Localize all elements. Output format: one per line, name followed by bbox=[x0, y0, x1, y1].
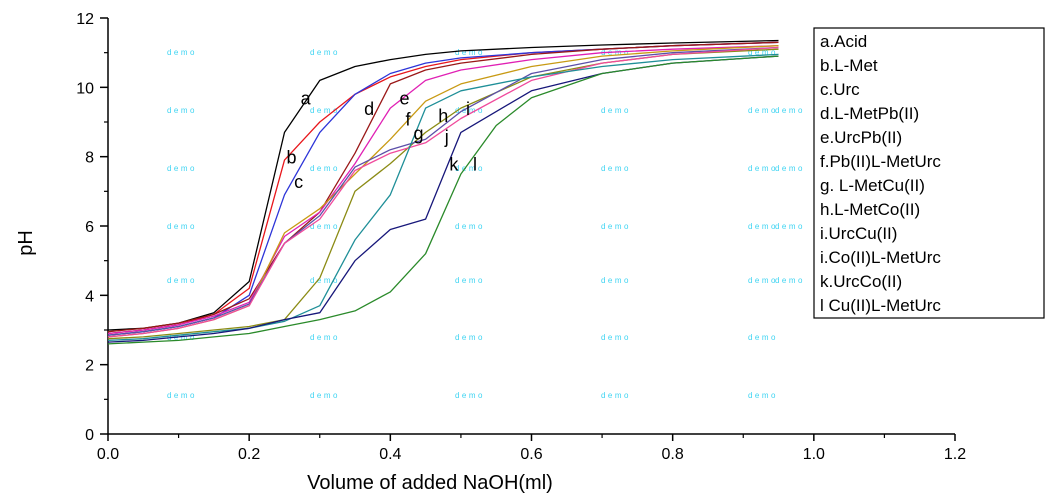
watermark-text: demo bbox=[167, 276, 197, 285]
curve-label-h: h bbox=[438, 106, 448, 126]
watermark-text: demo bbox=[748, 391, 778, 400]
watermark-text: demo bbox=[601, 106, 631, 115]
curve-label-k: k bbox=[449, 155, 459, 175]
watermark-text: demo bbox=[601, 333, 631, 342]
watermark-text: demo bbox=[310, 391, 340, 400]
watermark-text: demo bbox=[775, 276, 805, 285]
watermark-text: demo bbox=[310, 276, 340, 285]
curve-h bbox=[107, 46, 779, 336]
axes: 0.0 0.2 0.4 0.6 0.8 1.0 1.2 0 2 4 6 8 10 12 bbox=[76, 11, 966, 463]
curve-label-i: i bbox=[466, 99, 470, 119]
y-axis-label: pH bbox=[15, 230, 37, 256]
curve-l bbox=[107, 55, 779, 345]
watermark-text: demo bbox=[601, 391, 631, 400]
curve-b bbox=[107, 41, 779, 335]
curve-g bbox=[107, 48, 779, 340]
legend-box bbox=[813, 27, 1045, 319]
x-tick-label: 0.6 bbox=[520, 446, 542, 463]
x-tick-label: 1.2 bbox=[944, 446, 966, 463]
watermark-text: demo bbox=[748, 222, 778, 231]
watermark-text: demo bbox=[167, 48, 197, 57]
legend-entry: e.UrcPb(II) bbox=[820, 128, 902, 147]
x-axis-label: Volume of added NaOH(ml) bbox=[307, 472, 553, 494]
watermark-text: demo bbox=[167, 222, 197, 231]
watermark-text: demo bbox=[167, 106, 197, 115]
watermark-text: demo bbox=[310, 164, 340, 173]
watermark-text: demo bbox=[167, 391, 197, 400]
curve-c bbox=[107, 41, 779, 336]
watermark-text: demo bbox=[167, 333, 197, 342]
curve-label-j: j bbox=[444, 127, 449, 147]
curve-label-g: g bbox=[414, 123, 424, 143]
legend-entry: d.L-MetPb(II) bbox=[820, 104, 919, 123]
curve-k bbox=[107, 55, 779, 343]
curve-label-e: e bbox=[399, 89, 409, 109]
legend-entry: c.Urc bbox=[820, 80, 860, 99]
y-tick-label: 2 bbox=[85, 358, 94, 375]
y-tick-label: 10 bbox=[76, 80, 94, 97]
x-tick-label: 0.0 bbox=[97, 446, 119, 463]
watermark-text: demo bbox=[748, 276, 778, 285]
watermark-text: demo bbox=[601, 164, 631, 173]
legend-entry: l Cu(II)L-MetUrc bbox=[820, 296, 941, 315]
y-tick-label: 6 bbox=[85, 219, 94, 236]
watermark-text: demo bbox=[775, 164, 805, 173]
curve-j bbox=[107, 53, 779, 342]
curve-label-d: d bbox=[364, 99, 374, 119]
watermark-text: demo bbox=[455, 222, 485, 231]
watermark-text: demo bbox=[775, 106, 805, 115]
curve-i bbox=[107, 46, 779, 338]
watermark-text: demo bbox=[455, 333, 485, 342]
watermark-text: demo bbox=[310, 106, 340, 115]
legend-entry: a.Acid bbox=[820, 32, 867, 51]
watermark-text: demo bbox=[601, 276, 631, 285]
watermark-text: demo bbox=[455, 391, 485, 400]
curves bbox=[107, 39, 779, 345]
curve-e bbox=[107, 45, 779, 335]
watermark-text: demo bbox=[167, 164, 197, 173]
legend: a.Acid b.L-Met c.Urc d.L-MetPb(II) e.UrcPb(I… bbox=[813, 27, 1045, 319]
watermark-text: demo bbox=[748, 333, 778, 342]
watermark-text: demo bbox=[775, 222, 805, 231]
curve-f bbox=[107, 45, 779, 338]
y-tick-label: 8 bbox=[85, 150, 94, 167]
curve-label-b: b bbox=[287, 148, 297, 168]
legend-entry: i.UrcCu(II) bbox=[820, 224, 897, 243]
x-tick-label: 0.2 bbox=[238, 446, 260, 463]
legend-entry: f.Pb(II)L-MetUrc bbox=[820, 152, 941, 171]
watermark-text: demo bbox=[310, 222, 340, 231]
x-tick-label: 0.8 bbox=[662, 446, 684, 463]
watermark-text: demo bbox=[748, 48, 778, 57]
watermark-text: demo bbox=[601, 222, 631, 231]
x-tick-label: 0.4 bbox=[379, 446, 401, 463]
curve-d bbox=[107, 41, 779, 333]
curve-label-c: c bbox=[294, 172, 303, 192]
legend-entry: k.UrcCo(II) bbox=[820, 272, 902, 291]
legend-entry: g. L-MetCu(II) bbox=[820, 176, 925, 195]
y-tick-label: 12 bbox=[76, 11, 94, 28]
watermark-text: demo bbox=[310, 48, 340, 57]
y-tick-label: 0 bbox=[85, 427, 94, 444]
curve-label-l: l bbox=[473, 155, 477, 175]
watermark-text: demo bbox=[455, 164, 485, 173]
watermark-text: demo bbox=[455, 276, 485, 285]
legend-entry: i.Co(II)L-MetUrc bbox=[820, 248, 941, 267]
watermark-text: demo bbox=[455, 106, 485, 115]
curve-label-a: a bbox=[301, 89, 312, 109]
watermark-text: demo bbox=[748, 164, 778, 173]
curve-label-f: f bbox=[405, 109, 411, 129]
legend-entry: h.L-MetCo(II) bbox=[820, 200, 920, 219]
curve-a bbox=[107, 39, 779, 331]
legend-entry: b.L-Met bbox=[820, 56, 878, 75]
watermark-text: demo bbox=[748, 106, 778, 115]
watermark-text: demo bbox=[455, 48, 485, 57]
y-tick-label: 4 bbox=[85, 288, 94, 305]
watermark-text: demo bbox=[310, 333, 340, 342]
x-tick-label: 1.0 bbox=[803, 446, 825, 463]
